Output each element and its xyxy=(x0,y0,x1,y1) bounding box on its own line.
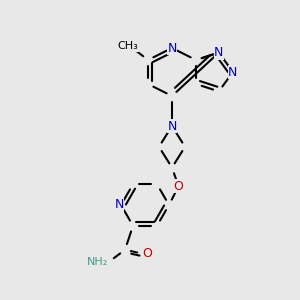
Text: N: N xyxy=(228,65,238,79)
Text: N: N xyxy=(167,41,177,55)
Text: O: O xyxy=(174,180,183,193)
Text: N: N xyxy=(114,199,124,212)
Text: N: N xyxy=(167,119,177,133)
Text: CH₃: CH₃ xyxy=(118,41,138,51)
Text: NH₂: NH₂ xyxy=(87,257,108,267)
Text: O: O xyxy=(142,247,152,260)
Text: N: N xyxy=(214,46,224,59)
